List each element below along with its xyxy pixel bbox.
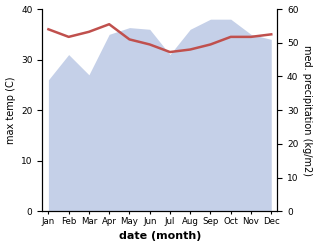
Y-axis label: med. precipitation (kg/m2): med. precipitation (kg/m2) bbox=[302, 45, 313, 176]
X-axis label: date (month): date (month) bbox=[119, 231, 201, 242]
Y-axis label: max temp (C): max temp (C) bbox=[5, 76, 16, 144]
